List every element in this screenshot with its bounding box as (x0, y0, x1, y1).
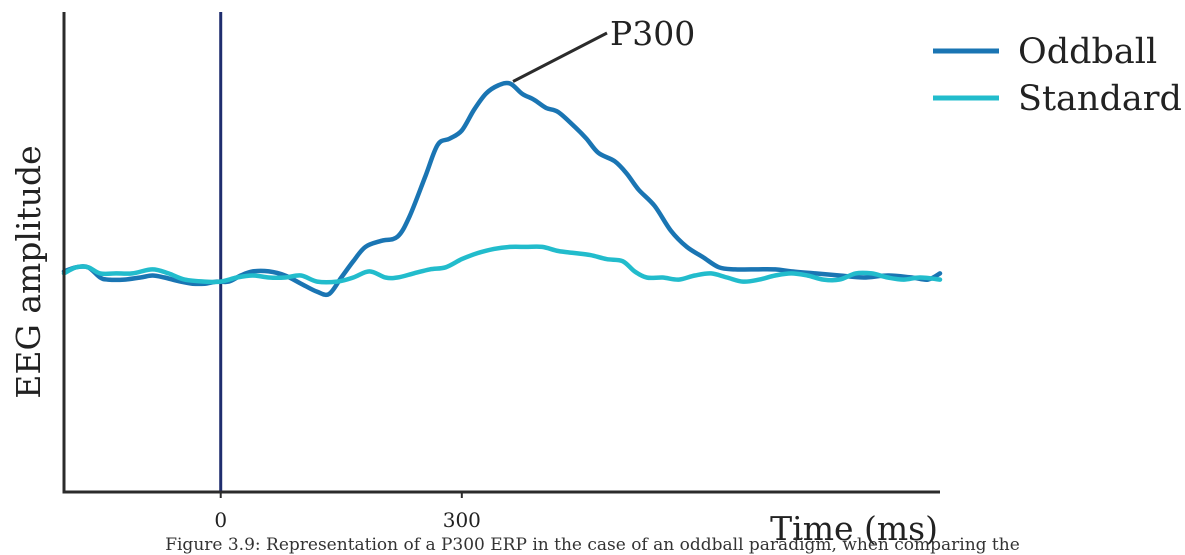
plot-area (61, 12, 943, 492)
series-line-oddball (61, 80, 943, 298)
legend-label-standard: Standard (1018, 79, 1182, 119)
p300-leader-line (512, 31, 608, 83)
y-axis-title: EEG amplitude (9, 145, 48, 398)
legend-label-oddball: Oddball (1018, 32, 1157, 72)
x-tick-label: 300 (443, 508, 481, 532)
p300-annotation: P300 (512, 14, 695, 83)
series-line-standard (61, 244, 943, 285)
legend: Oddball Standard (933, 32, 1182, 119)
x-axis-title: Time (ms) (770, 509, 938, 548)
x-tick-label: 0 (214, 508, 227, 532)
figure-caption: Figure 3.9: Representation of a P300 ERP… (165, 535, 1020, 555)
p300-label: P300 (610, 14, 695, 53)
x-ticks: 0 300 (214, 492, 481, 532)
